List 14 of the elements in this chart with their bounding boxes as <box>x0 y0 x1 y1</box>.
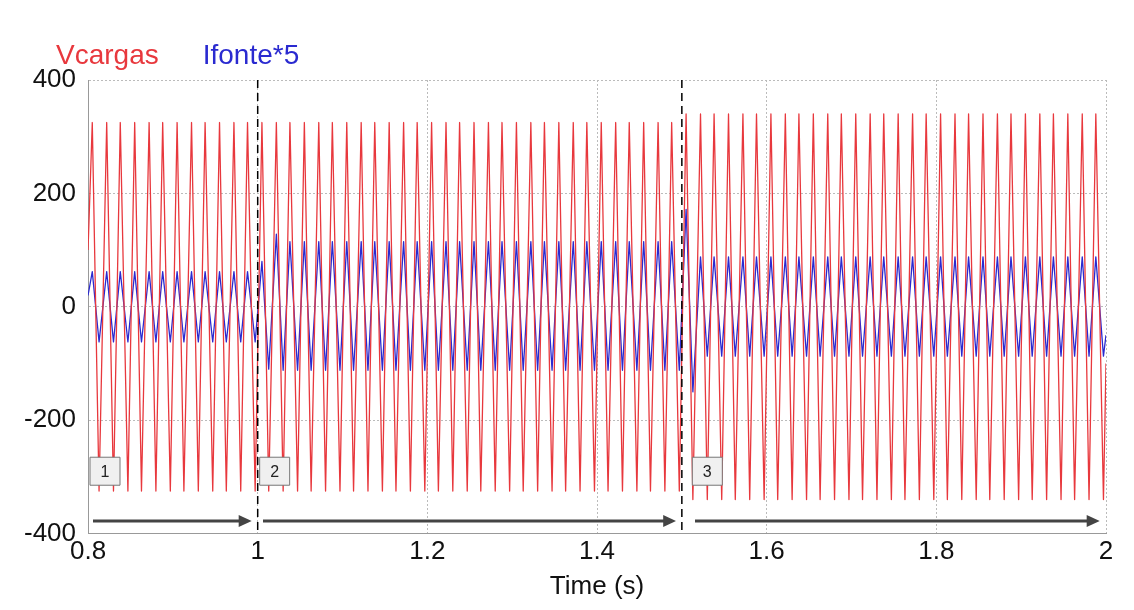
y-tick-label: 200 <box>32 176 77 207</box>
x-tick-label: 1 <box>250 535 265 566</box>
x-tick-label: 1.2 <box>409 535 446 566</box>
text: Ifonte*5 <box>202 38 300 70</box>
y-tick-label: 0 <box>61 289 77 320</box>
x-axis-title: Time (s) <box>549 569 645 600</box>
x-tick-label: 1.6 <box>748 535 785 566</box>
x-tick-label: 1.4 <box>578 535 616 566</box>
annotation: 2 <box>270 462 280 480</box>
y-tick-label: -200 <box>23 403 77 434</box>
annotation: 1 <box>100 462 110 480</box>
x-tick-label: 1.8 <box>918 535 955 566</box>
annotation: 3 <box>702 462 712 480</box>
x-tick-label: 2 <box>1098 535 1114 566</box>
